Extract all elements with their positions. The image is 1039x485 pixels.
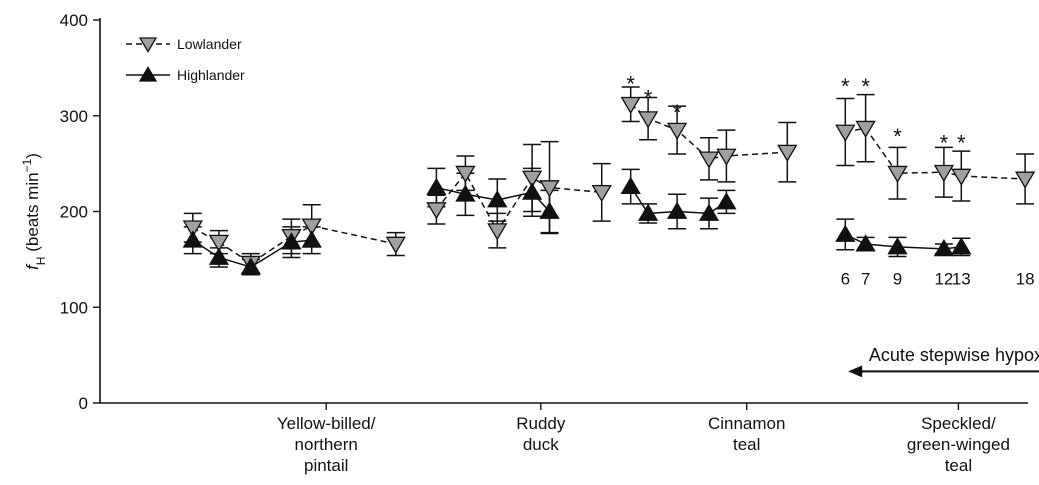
highlander-marker [835,224,856,242]
highlander-marker [487,190,508,208]
lowlander-marker [637,111,659,129]
significance-star: * [893,124,902,149]
x-category-label-line: Speckled/ [921,414,996,433]
lowlander-marker [933,164,955,183]
lowlander-marker [521,170,543,188]
y-axis-title: fH (beats min−1) [20,153,48,270]
x-category-label: Ruddy duck [516,414,566,454]
lowlander-marker [487,223,508,241]
highlander-marker [182,230,203,248]
y-axis-title-sup: −1 [20,158,34,172]
y-axis-title-text: (beats min [23,172,42,256]
x-category-labels: Yellow-billed/northern pintail Ruddy duck Ci… [277,414,1010,475]
x-category-label: Cinnamon teal [708,414,786,454]
y-axis-title-close: ) [23,153,42,159]
lowlander-line [845,127,1026,180]
y-tick-label: 300 [60,107,88,126]
highlander-legend-label: Highlander [177,67,245,83]
highlander-marker [620,176,641,195]
highlander-marker [887,237,908,255]
lowlander-marker [301,218,322,236]
highlander-marker [666,201,688,219]
highlander-marker [455,184,476,202]
lowlander-marker [426,202,447,220]
highlander-marker [698,203,720,221]
highlander-legend-marker [138,66,158,82]
lowlander-marker [591,184,612,203]
significance-star: * [644,86,653,111]
significance-star: * [626,71,635,96]
y-tick-label: 100 [60,298,88,317]
highlander-marker [208,247,230,265]
significance-star: * [957,131,966,156]
pressure-label: 9 [893,270,902,289]
pressure-label: 7 [861,270,870,289]
legend: Lowlander Highlander [126,36,245,83]
lowlander-marker [620,96,641,115]
hypoxia-arrow-head [848,365,863,378]
lowlander-marker [455,165,476,184]
x-category-label: Speckled/green-winged teal [907,414,1010,475]
significance-star: * [673,100,682,125]
pressure-label: 13 [952,270,971,289]
x-category-label-line: duck [523,435,559,454]
highlander-marker [281,232,302,250]
x-category-label-line: Yellow-billed/ [277,414,376,433]
x-category-label-line: Ruddy [516,414,566,433]
lowlander-marker [716,148,737,166]
lowlander-marker [951,168,972,186]
annotations: 679121318kPaAcute stepwise hypoxia [841,270,1039,378]
lowlander-legend-marker [138,37,158,53]
lowlander-marker [208,234,230,252]
x-category-label-line: green-winged [907,435,1010,454]
x-category-label-line: teal [945,456,972,475]
highlander-marker [933,239,955,257]
y-tick-label: 0 [79,394,88,413]
highlander-marker [855,234,876,252]
x-category-label-line: teal [733,435,760,454]
lowlander-legend-label: Lowlander [177,36,242,52]
y-tick-label: 200 [60,203,88,222]
highlander-marker [240,257,261,275]
lowlander-marker [777,144,798,162]
data-markers [182,96,1036,275]
highlander-marker [951,237,972,255]
lowlander-marker [666,122,688,140]
y-axis-title-sub: H [34,257,48,266]
highlander-marker [637,203,659,221]
y-tick-label: 400 [60,11,88,30]
lowlander-marker [1014,171,1036,189]
lowlander-marker [539,180,560,198]
x-category-label-line: northern [295,435,358,454]
highlander-marker [521,182,543,200]
x-category-label: Yellow-billed/northern pintail [277,414,376,475]
pressure-label: 6 [841,270,850,289]
hypoxia-annotation: Acute stepwise hypoxia [869,345,1039,365]
lowlander-marker [855,120,876,139]
significance-star: * [861,74,870,99]
significance-star: * [940,131,949,156]
x-category-label-line: pintail [304,456,348,475]
x-category-label-line: Cinnamon [708,414,786,433]
highlander-marker [301,230,322,248]
highlander-marker [426,177,447,195]
lowlander-line [435,171,602,233]
lowlander-marker [698,151,720,169]
y-axis-title-group: fH (beats min−1) [20,153,48,270]
pressure-label: 12 [934,270,953,289]
lowlander-marker [385,236,406,254]
highlander-marker [716,192,737,210]
lowlander-marker [887,165,908,184]
highlander-marker [539,201,560,219]
significance-stars: * * * * * * * * [626,71,966,155]
y-axis-title-f: f [23,263,42,270]
pressure-label: 18 [1016,270,1035,289]
lowlander-marker [835,124,856,142]
axes: 0 100 200 300 400 [60,11,1028,413]
lowlander-marker [182,220,203,238]
lowlander-line [630,103,788,160]
significance-star: * [841,74,850,99]
